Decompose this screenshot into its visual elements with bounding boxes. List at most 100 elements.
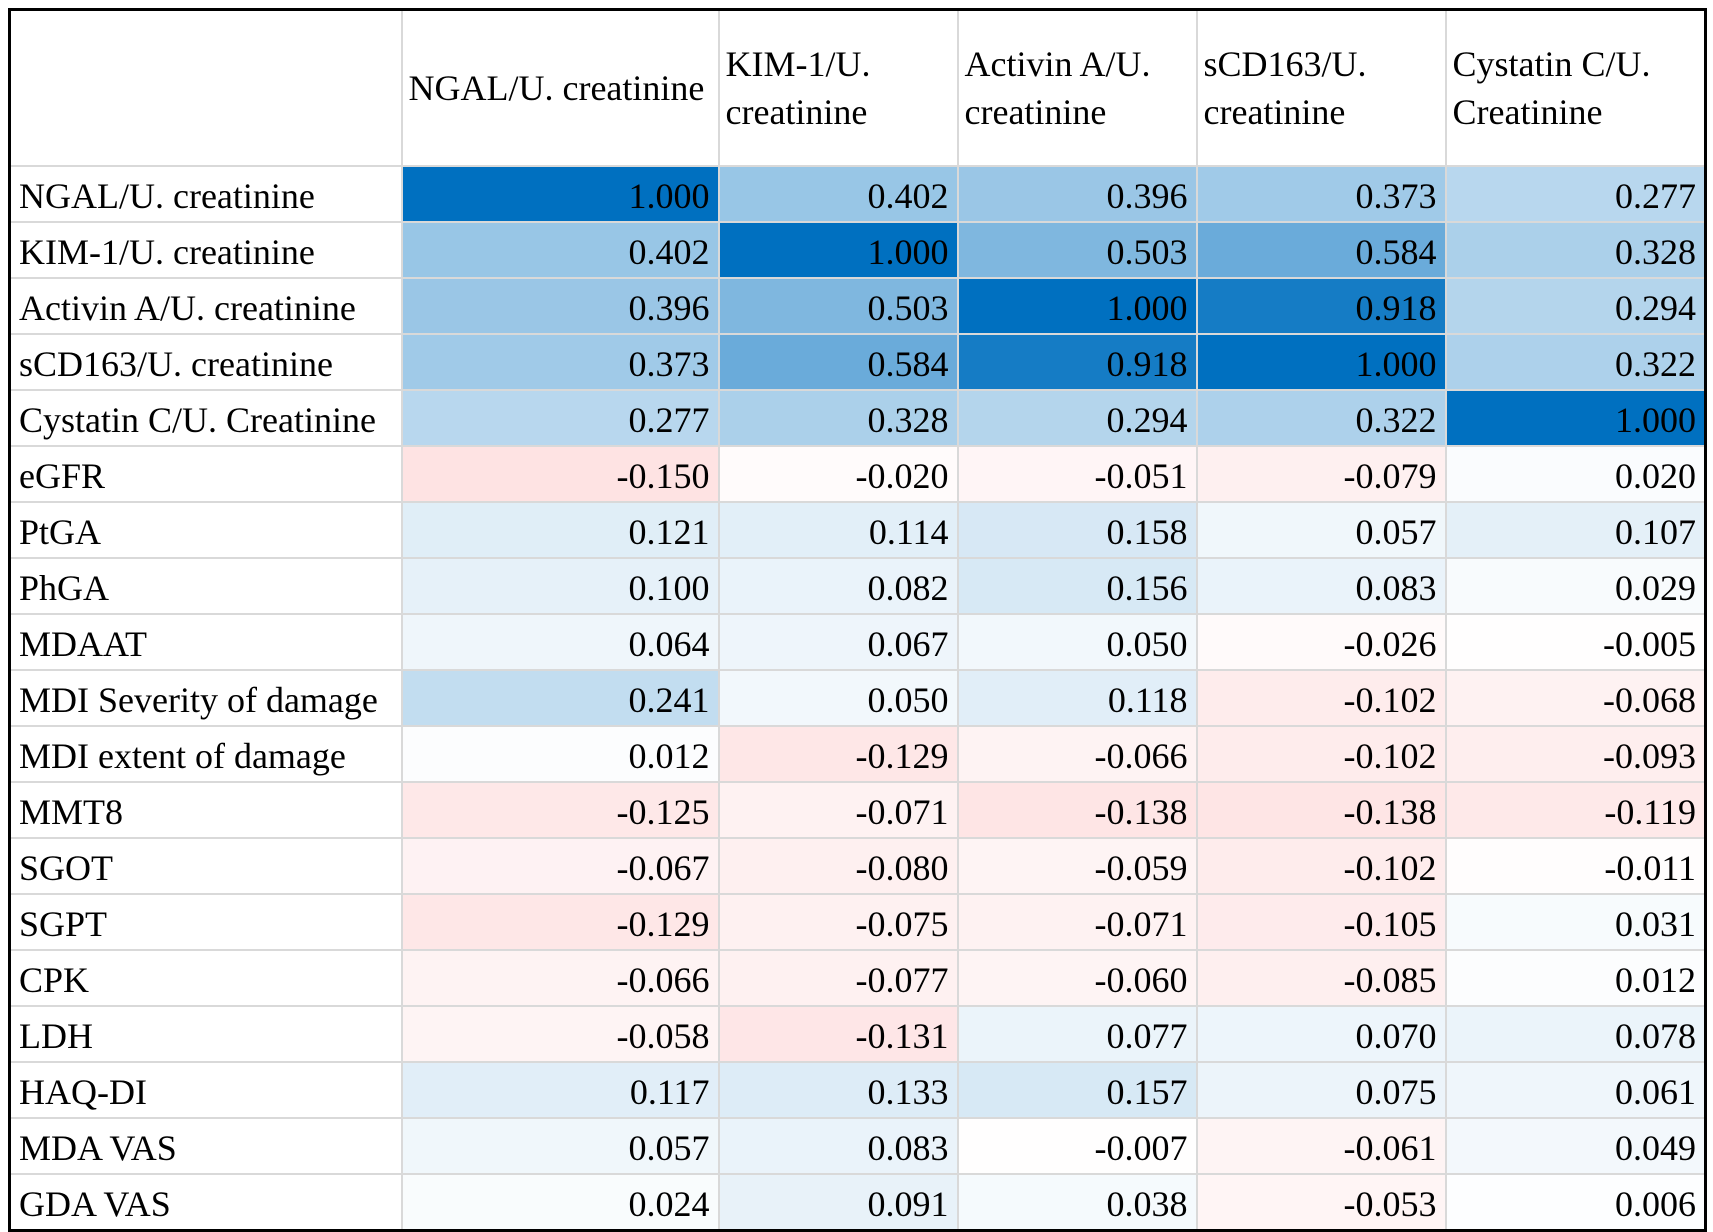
row-label: SGOT — [8, 837, 403, 895]
heatmap-cell: -0.071 — [956, 893, 1198, 951]
heatmap-cell: 0.328 — [1444, 221, 1707, 279]
heatmap-cell: -0.129 — [717, 725, 959, 783]
heatmap-cell: 0.050 — [956, 613, 1198, 671]
heatmap-cell: 0.049 — [1444, 1117, 1707, 1175]
row-label: KIM-1/U. creatinine — [8, 221, 403, 279]
heatmap-cell: -0.066 — [956, 725, 1198, 783]
heatmap-cell: 0.322 — [1444, 333, 1707, 391]
table-row: PhGA 0.100 0.082 0.156 0.083 0.029 — [8, 557, 1707, 615]
heatmap-cell: 0.075 — [1195, 1061, 1447, 1119]
heatmap-cell: 0.061 — [1444, 1061, 1707, 1119]
row-label: NGAL/U. creatinine — [8, 165, 403, 223]
table-row: sCD163/U. creatinine 0.373 0.584 0.918 1.000… — [8, 333, 1707, 391]
table-row: CPK -0.066 -0.077 -0.060 -0.085 0.012 — [8, 949, 1707, 1007]
heatmap-cell: 1.000 — [1444, 389, 1707, 447]
heatmap-cell: 0.918 — [956, 333, 1198, 391]
column-header-row: NGAL/U. creatinine KIM-1/U. creatinine Act… — [8, 8, 1707, 167]
table-row: LDH -0.058 -0.131 0.077 0.070 0.078 — [8, 1005, 1707, 1063]
heatmap-cell: 0.373 — [400, 333, 720, 391]
heatmap-cell: -0.102 — [1195, 725, 1447, 783]
heatmap-cell: 0.029 — [1444, 557, 1707, 615]
heatmap-cell: 0.121 — [400, 501, 720, 559]
heatmap-cell: 0.067 — [717, 613, 959, 671]
heatmap-cell: -0.077 — [717, 949, 959, 1007]
corner-cell — [8, 8, 403, 167]
row-label: GDA VAS — [8, 1173, 403, 1232]
table-row: SGOT -0.067 -0.080 -0.059 -0.102 -0.011 — [8, 837, 1707, 895]
heatmap-cell: 0.322 — [1195, 389, 1447, 447]
table-row: eGFR -0.150 -0.020 -0.051 -0.079 0.020 — [8, 445, 1707, 503]
row-label: PhGA — [8, 557, 403, 615]
heatmap-cell: 0.100 — [400, 557, 720, 615]
heatmap-cell: 0.057 — [400, 1117, 720, 1175]
heatmap-cell: -0.138 — [956, 781, 1198, 839]
row-label: PtGA — [8, 501, 403, 559]
heatmap-cell: 0.031 — [1444, 893, 1707, 951]
heatmap-cell: 0.078 — [1444, 1005, 1707, 1063]
table-row: Activin A/U. creatinine 0.396 0.503 1.000 0.… — [8, 277, 1707, 335]
heatmap-cell: -0.067 — [400, 837, 720, 895]
heatmap-cell: 1.000 — [717, 221, 959, 279]
heatmap-cell: 0.158 — [956, 501, 1198, 559]
row-label: sCD163/U. creatinine — [8, 333, 403, 391]
heatmap-cell: -0.085 — [1195, 949, 1447, 1007]
heatmap-cell: 1.000 — [956, 277, 1198, 335]
heatmap-cell: -0.138 — [1195, 781, 1447, 839]
heatmap-body: NGAL/U. creatinine 1.000 0.402 0.396 0.373 0.… — [8, 165, 1707, 1232]
heatmap-cell: 0.114 — [717, 501, 959, 559]
heatmap-cell: 0.396 — [400, 277, 720, 335]
heatmap-cell: -0.020 — [717, 445, 959, 503]
heatmap-cell: 0.064 — [400, 613, 720, 671]
heatmap-cell: -0.102 — [1195, 669, 1447, 727]
heatmap-cell: 0.157 — [956, 1061, 1198, 1119]
heatmap-cell: -0.058 — [400, 1005, 720, 1063]
heatmap-cell: -0.071 — [717, 781, 959, 839]
table-row: MDI Severity of damage 0.241 0.050 0.118 -0.… — [8, 669, 1707, 727]
heatmap-cell: -0.119 — [1444, 781, 1707, 839]
heatmap-cell: 0.133 — [717, 1061, 959, 1119]
heatmap-cell: 0.020 — [1444, 445, 1707, 503]
heatmap-cell: 0.107 — [1444, 501, 1707, 559]
heatmap-cell: -0.068 — [1444, 669, 1707, 727]
heatmap-cell: -0.150 — [400, 445, 720, 503]
row-label: MDI extent of damage — [8, 725, 403, 783]
column-header: NGAL/U. creatinine — [400, 8, 720, 167]
heatmap-cell: 0.012 — [400, 725, 720, 783]
row-label: eGFR — [8, 445, 403, 503]
heatmap-cell: 0.091 — [717, 1173, 959, 1232]
heatmap-cell: 0.118 — [956, 669, 1198, 727]
heatmap-cell: -0.061 — [1195, 1117, 1447, 1175]
heatmap-cell: 0.396 — [956, 165, 1198, 223]
heatmap-cell: -0.102 — [1195, 837, 1447, 895]
heatmap-cell: 0.077 — [956, 1005, 1198, 1063]
table-row: GDA VAS 0.024 0.091 0.038 -0.053 0.006 — [8, 1173, 1707, 1232]
heatmap-cell: 1.000 — [1195, 333, 1447, 391]
row-label: Cystatin C/U. Creatinine — [8, 389, 403, 447]
heatmap-cell: -0.066 — [400, 949, 720, 1007]
column-header: KIM-1/U. creatinine — [717, 8, 959, 167]
heatmap-cell: 0.584 — [717, 333, 959, 391]
heatmap-cell: 0.402 — [400, 221, 720, 279]
heatmap-cell: -0.093 — [1444, 725, 1707, 783]
heatmap-cell: -0.011 — [1444, 837, 1707, 895]
row-label: MDA VAS — [8, 1117, 403, 1175]
table-row: MDA VAS 0.057 0.083 -0.007 -0.061 0.049 — [8, 1117, 1707, 1175]
heatmap-cell: 0.156 — [956, 557, 1198, 615]
heatmap-cell: 0.328 — [717, 389, 959, 447]
heatmap-cell: 0.012 — [1444, 949, 1707, 1007]
heatmap-cell: -0.026 — [1195, 613, 1447, 671]
heatmap-cell: 0.083 — [717, 1117, 959, 1175]
table-row: MDAAT 0.064 0.067 0.050 -0.026 -0.005 — [8, 613, 1707, 671]
heatmap-cell: 0.038 — [956, 1173, 1198, 1232]
heatmap-cell: -0.079 — [1195, 445, 1447, 503]
heatmap-cell: 0.117 — [400, 1061, 720, 1119]
heatmap-cell: 0.294 — [1444, 277, 1707, 335]
table-row: Cystatin C/U. Creatinine 0.277 0.328 0.294 0… — [8, 389, 1707, 447]
heatmap-cell: -0.059 — [956, 837, 1198, 895]
table-row: SGPT -0.129 -0.075 -0.071 -0.105 0.031 — [8, 893, 1707, 951]
correlation-heatmap-table: NGAL/U. creatinine KIM-1/U. creatinine Act… — [8, 8, 1707, 1232]
heatmap-cell: 0.277 — [1444, 165, 1707, 223]
row-label: MDAAT — [8, 613, 403, 671]
heatmap-cell: 0.373 — [1195, 165, 1447, 223]
heatmap-cell: -0.060 — [956, 949, 1198, 1007]
